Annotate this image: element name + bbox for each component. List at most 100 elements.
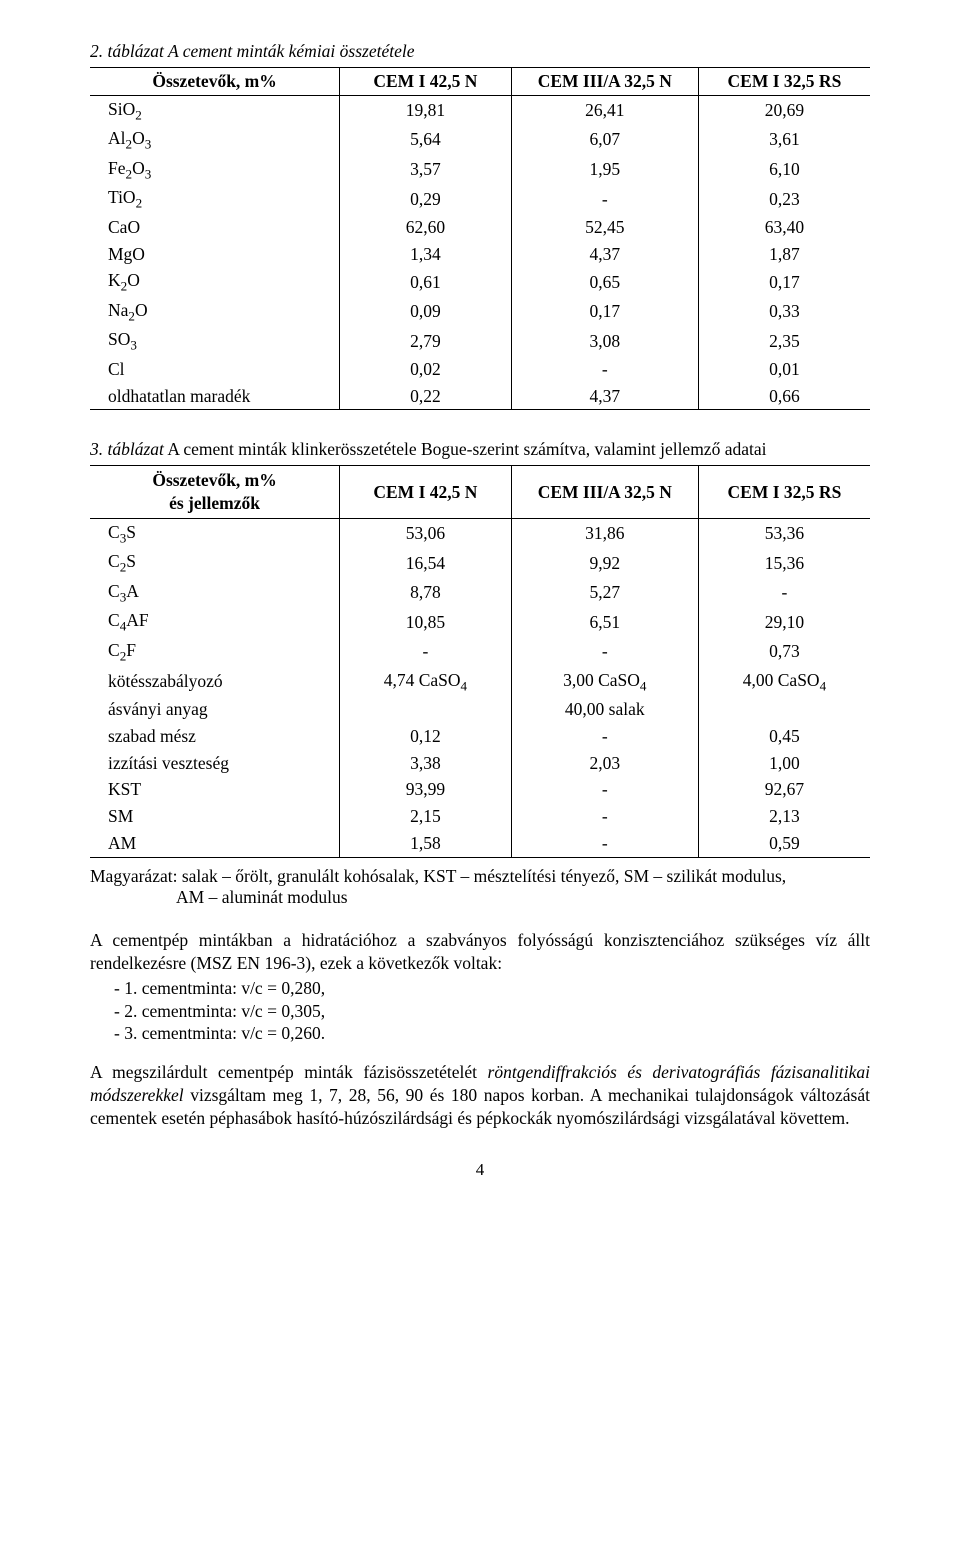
table2-cell: [340, 696, 512, 723]
table2-header: CEM I 42,5 N: [340, 466, 512, 519]
table2-cell: 1,00: [698, 750, 870, 777]
table2-rowlabel: C3S: [90, 518, 340, 548]
table2-cell: 8,78: [340, 578, 512, 608]
table1-rowlabel: SiO2: [90, 95, 340, 125]
table1-cell: -: [511, 184, 698, 214]
table1-rowlabel: Al2O3: [90, 125, 340, 155]
explain-line1: Magyarázat: salak – őrölt, granulált koh…: [90, 866, 786, 886]
table1-cell: 4,37: [511, 383, 698, 410]
table2-cell: 2,13: [698, 803, 870, 830]
table1-cell: 0,61: [340, 267, 512, 297]
table2-header: CEM I 32,5 RS: [698, 466, 870, 519]
table1-cell: 63,40: [698, 214, 870, 241]
table2-cell: 0,12: [340, 723, 512, 750]
table1: Összetevők, m%CEM I 42,5 NCEM III/A 32,5…: [90, 67, 870, 411]
table2-rowlabel: kötésszabályozó: [90, 667, 340, 697]
table2-cell: 2,03: [511, 750, 698, 777]
table1-cell: 0,65: [511, 267, 698, 297]
table2-rowlabel: AM: [90, 830, 340, 857]
table1-cell: 0,33: [698, 297, 870, 327]
table2-cell: 2,15: [340, 803, 512, 830]
table2-cell: -: [698, 578, 870, 608]
table1-rowlabel: CaO: [90, 214, 340, 241]
table2-cell: 4,74 CaSO4: [340, 667, 512, 697]
table2-cell: 40,00 salak: [511, 696, 698, 723]
table2-cell: -: [511, 637, 698, 667]
table2-cell: [698, 696, 870, 723]
table2-cell: 6,51: [511, 607, 698, 637]
page-number: 4: [90, 1159, 870, 1181]
list-item: - 3. cementminta: v/c = 0,260.: [90, 1022, 870, 1045]
table2-cell: 93,99: [340, 776, 512, 803]
table2-cell: 0,45: [698, 723, 870, 750]
table2-rowlabel: C3A: [90, 578, 340, 608]
table1-header: Összetevők, m%: [90, 67, 340, 95]
table2-cell: 0,73: [698, 637, 870, 667]
table1-caption: 2. táblázat A cement minták kémiai össze…: [90, 40, 870, 63]
table1-rowlabel: K2O: [90, 267, 340, 297]
table2-cell: 53,36: [698, 518, 870, 548]
table2-cell: -: [511, 830, 698, 857]
table2-cell: 9,92: [511, 548, 698, 578]
sample-list: - 1. cementminta: v/c = 0,280,- 2. cemen…: [90, 977, 870, 1045]
table1-cell: 5,64: [340, 125, 512, 155]
table1-caption-text: A cement minták kémiai összetétele: [164, 41, 415, 61]
table2-rowlabel: SM: [90, 803, 340, 830]
table2-cell: 4,00 CaSO4: [698, 667, 870, 697]
table1-cell: 2,79: [340, 326, 512, 356]
table2-cell: 10,85: [340, 607, 512, 637]
table2-cell: -: [511, 803, 698, 830]
table2-cell: 29,10: [698, 607, 870, 637]
table1-cell: 26,41: [511, 95, 698, 125]
table1-cell: 0,09: [340, 297, 512, 327]
table1-header: CEM I 42,5 N: [340, 67, 512, 95]
table1-rowlabel: SO3: [90, 326, 340, 356]
table2-cell: 3,38: [340, 750, 512, 777]
table1-rowlabel: TiO2: [90, 184, 340, 214]
table2-cell: 0,59: [698, 830, 870, 857]
table1-header: CEM III/A 32,5 N: [511, 67, 698, 95]
table1-rowlabel: Fe2O3: [90, 155, 340, 185]
table2-cell: 53,06: [340, 518, 512, 548]
paragraph-1: A cementpép mintákban a hidratációhoz a …: [90, 929, 870, 975]
table1-number: 2. táblázat: [90, 41, 164, 61]
table1-cell: 6,10: [698, 155, 870, 185]
table2: Összetevők, m%és jellemzőkCEM I 42,5 NCE…: [90, 465, 870, 857]
table1-cell: 0,29: [340, 184, 512, 214]
table1-rowlabel: oldhatatlan maradék: [90, 383, 340, 410]
table1-cell: 0,01: [698, 356, 870, 383]
table1-cell: 3,08: [511, 326, 698, 356]
table1-cell: 62,60: [340, 214, 512, 241]
table1-cell: 52,45: [511, 214, 698, 241]
table1-cell: 0,66: [698, 383, 870, 410]
table2-cell: 16,54: [340, 548, 512, 578]
list-item: - 1. cementminta: v/c = 0,280,: [90, 977, 870, 1000]
table1-cell: 2,35: [698, 326, 870, 356]
table2-cell: 3,00 CaSO4: [511, 667, 698, 697]
table1-cell: 0,17: [698, 267, 870, 297]
table2-rowlabel: izzítási veszteség: [90, 750, 340, 777]
table1-cell: 1,95: [511, 155, 698, 185]
table2-header: CEM III/A 32,5 N: [511, 466, 698, 519]
table2-rowlabel: C2S: [90, 548, 340, 578]
table1-cell: 3,57: [340, 155, 512, 185]
table2-explanation: Magyarázat: salak – őrölt, granulált koh…: [90, 866, 870, 910]
table2-cell: -: [511, 723, 698, 750]
table1-cell: 0,17: [511, 297, 698, 327]
table1-header: CEM I 32,5 RS: [698, 67, 870, 95]
table1-rowlabel: MgO: [90, 241, 340, 268]
table1-cell: 6,07: [511, 125, 698, 155]
explain-line2: AM – aluminát modulus: [90, 887, 870, 909]
table1-cell: 20,69: [698, 95, 870, 125]
table2-caption: 3. táblázat A cement minták klinkerössze…: [90, 438, 870, 461]
table1-cell: 1,87: [698, 241, 870, 268]
table2-cell: -: [511, 776, 698, 803]
paragraph-2: A megszilárdult cementpép minták fázisös…: [90, 1061, 870, 1129]
table1-rowlabel: Cl: [90, 356, 340, 383]
table1-cell: 0,23: [698, 184, 870, 214]
table1-cell: -: [511, 356, 698, 383]
table1-cell: 1,34: [340, 241, 512, 268]
list-item: - 2. cementminta: v/c = 0,305,: [90, 1000, 870, 1023]
table2-rowlabel: C4AF: [90, 607, 340, 637]
table2-cell: 15,36: [698, 548, 870, 578]
